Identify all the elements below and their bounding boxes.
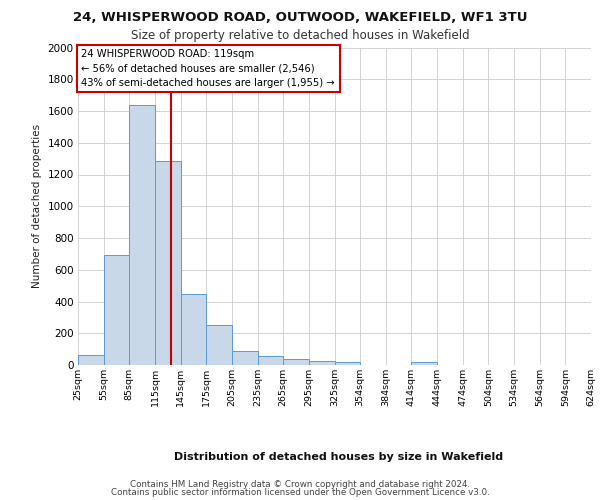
Bar (181, 294, 206, 365)
Bar (104, 254, 130, 365)
Bar (78, 354, 104, 365)
Bar (335, 362, 360, 365)
Text: Contains HM Land Registry data © Crown copyright and database right 2024.: Contains HM Land Registry data © Crown c… (130, 480, 470, 489)
Bar (155, 161, 181, 365)
Y-axis label: Number of detached properties: Number of detached properties (32, 124, 42, 288)
Text: Contains public sector information licensed under the Open Government Licence v3: Contains public sector information licen… (110, 488, 490, 497)
Bar (283, 359, 309, 365)
Text: Distribution of detached houses by size in Wakefield: Distribution of detached houses by size … (175, 452, 503, 462)
Bar (232, 351, 257, 365)
Bar (206, 324, 232, 365)
Text: 24 WHISPERWOOD ROAD: 119sqm
← 56% of detached houses are smaller (2,546)
43% of : 24 WHISPERWOOD ROAD: 119sqm ← 56% of det… (82, 49, 335, 88)
Bar (257, 356, 283, 365)
Bar (309, 360, 335, 365)
Bar (412, 362, 437, 365)
Bar (130, 106, 155, 365)
Text: 24, WHISPERWOOD ROAD, OUTWOOD, WAKEFIELD, WF1 3TU: 24, WHISPERWOOD ROAD, OUTWOOD, WAKEFIELD… (73, 11, 527, 24)
Text: Size of property relative to detached houses in Wakefield: Size of property relative to detached ho… (131, 29, 469, 42)
